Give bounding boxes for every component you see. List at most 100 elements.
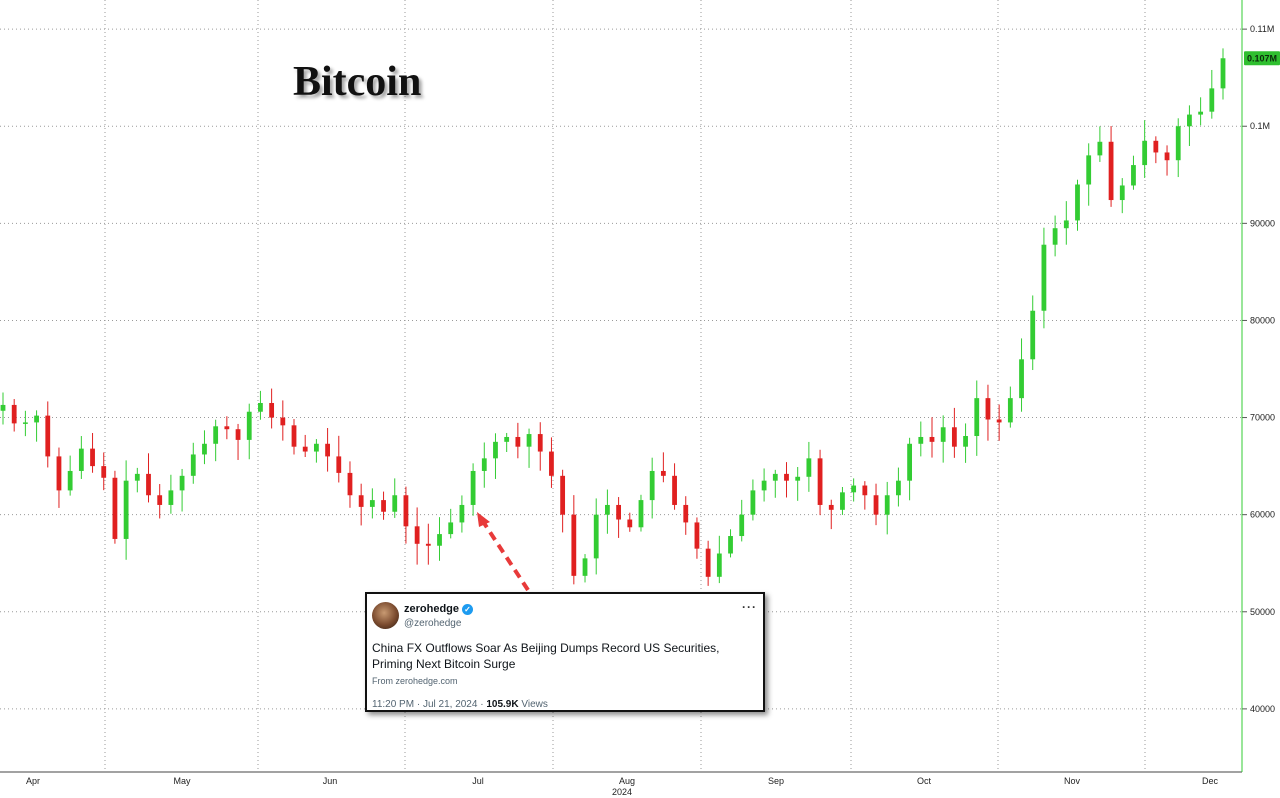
candle-body <box>728 536 733 554</box>
candle-body <box>515 436 521 447</box>
candle-body <box>571 514 577 576</box>
candle-body <box>202 443 207 455</box>
candle-body <box>593 514 599 559</box>
x-tick-label: May <box>173 776 191 786</box>
arrow-head-icon <box>477 512 490 527</box>
x-tick-label: Jul <box>472 776 484 786</box>
ellipsis-icon[interactable]: ··· <box>742 600 757 614</box>
candle-body <box>504 436 510 442</box>
candle-body <box>627 519 633 528</box>
author-name-text: zerohedge <box>404 603 460 615</box>
candle-body <box>347 472 353 496</box>
tweet-timestamp[interactable]: 11:20 PM · Jul 21, 2024 · <box>372 699 484 710</box>
candle-body <box>34 415 39 423</box>
candle-body <box>392 495 398 512</box>
candle-body <box>884 495 890 515</box>
candle-body <box>190 454 196 476</box>
candle-body <box>672 475 677 505</box>
candle-body <box>873 495 879 515</box>
candle-body <box>0 404 6 411</box>
candle-body <box>951 427 957 447</box>
candle-body <box>616 504 621 520</box>
candle-body <box>638 500 644 528</box>
candle-body <box>1052 228 1058 245</box>
candle-body <box>157 495 163 505</box>
candlestick-series <box>0 48 1226 586</box>
candle-body <box>56 456 62 491</box>
candle-body <box>291 425 297 447</box>
candle-body <box>1097 141 1103 156</box>
candle-body <box>146 473 151 496</box>
candle-body <box>582 558 588 576</box>
candle-body <box>101 466 107 478</box>
candle-body <box>1119 185 1125 201</box>
tweet-views-label: Views <box>521 699 548 710</box>
candle-body <box>369 500 375 507</box>
tweet-author-name[interactable]: zerohedge ✓ <box>404 603 474 615</box>
candle-body <box>425 543 431 546</box>
candle-body <box>851 485 857 493</box>
y-tick-label: 0.11M <box>1250 24 1274 34</box>
candle-body <box>896 480 901 496</box>
candle-body <box>761 480 767 491</box>
candle-body <box>560 475 566 515</box>
candle-body <box>246 411 252 440</box>
y-tick-label: 70000 <box>1250 413 1275 423</box>
candle-body <box>325 443 330 457</box>
candle-body <box>67 470 73 491</box>
candle-body <box>224 426 230 430</box>
candle-body <box>918 436 924 444</box>
tweet-views-count: 105.9K <box>486 699 519 710</box>
tweet-source[interactable]: From zerohedge.com <box>372 676 458 686</box>
candle-body <box>280 417 286 426</box>
candle-body <box>470 470 476 505</box>
candle-body <box>537 434 543 452</box>
candle-body <box>716 553 722 577</box>
x-tick-label: Sep <box>768 776 784 786</box>
candle-body <box>694 522 700 549</box>
candle-body <box>1153 140 1159 153</box>
candle-body <box>828 504 834 510</box>
candle-body <box>985 398 991 420</box>
candle-body <box>22 422 28 424</box>
candle-body <box>1007 398 1013 423</box>
candle-body <box>493 441 498 459</box>
chart-title: Bitcoin <box>293 59 422 105</box>
candle-body <box>806 458 812 477</box>
candle-body <box>1198 111 1204 115</box>
tweet-author-handle[interactable]: @zerohedge <box>404 618 462 629</box>
y-tick-label: 80000 <box>1250 315 1275 325</box>
candle-body <box>840 492 845 510</box>
candle-body <box>772 473 778 481</box>
x-tick-label: Oct <box>917 776 932 786</box>
candle-body <box>78 448 84 471</box>
last-price-marker <box>1244 51 1280 66</box>
y-tick-label: 50000 <box>1250 607 1275 617</box>
candle-body <box>269 402 275 418</box>
verified-badge-icon: ✓ <box>462 603 474 615</box>
candle-body <box>1164 152 1170 161</box>
candle-body <box>45 415 51 457</box>
y-tick-label: 60000 <box>1250 510 1275 520</box>
x-tick-label: Apr <box>26 776 40 786</box>
tweet-meta: 11:20 PM · Jul 21, 2024 · 105.9K Views <box>372 699 548 710</box>
x-tick-label: Dec <box>1202 776 1219 786</box>
tweet-card[interactable]: zerohedge ✓ @zerohedge ··· China FX Outfl… <box>365 592 765 712</box>
candle-body <box>414 526 420 544</box>
candle-body <box>1187 114 1192 127</box>
annotation-arrow <box>477 512 530 592</box>
candle-body <box>168 490 174 505</box>
x-axis-label: 2024 <box>612 787 632 797</box>
candle-body <box>862 485 868 496</box>
candle-body <box>605 504 610 515</box>
candle-body <box>1220 58 1226 89</box>
candle-body <box>739 514 745 537</box>
candle-body <box>258 402 263 412</box>
candle-body <box>1108 141 1114 201</box>
candle-body <box>403 495 409 527</box>
candle-body <box>817 458 823 505</box>
avatar[interactable] <box>372 602 399 629</box>
candle-body <box>313 443 319 452</box>
